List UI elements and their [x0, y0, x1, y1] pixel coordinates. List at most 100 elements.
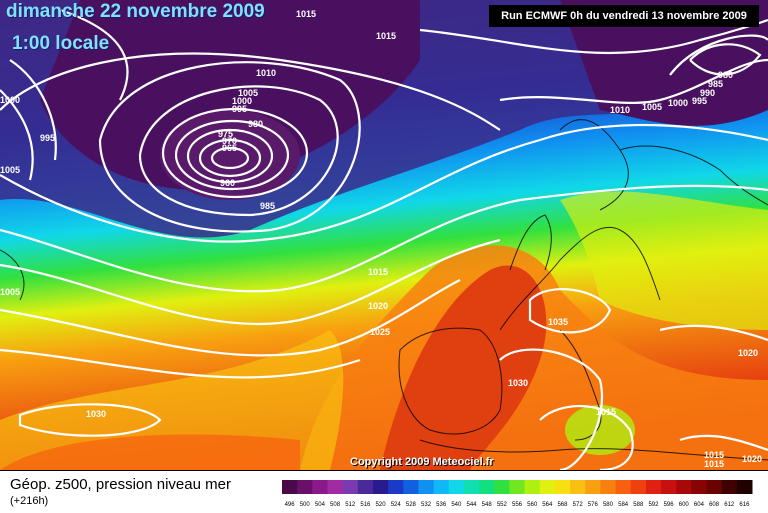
legend-label: 548: [482, 502, 493, 508]
pressure-label: 1015: [596, 407, 616, 417]
pressure-label: 1015: [704, 450, 724, 460]
pressure-label: 995: [692, 96, 707, 106]
legend-swatch: [448, 480, 465, 494]
legend-label: 536: [436, 502, 447, 508]
pressure-label: 970: [222, 136, 237, 146]
legend-label: 584: [618, 502, 629, 508]
legend-label: 604: [694, 502, 705, 508]
legend-label: 564: [542, 502, 553, 508]
northeast-purple-region: [560, 0, 768, 126]
legend-label: 528: [406, 502, 417, 508]
legend-label: 508: [330, 502, 341, 508]
pressure-label: 1030: [508, 378, 528, 388]
legend-swatch: [509, 480, 526, 494]
pressure-label: 980: [718, 70, 733, 80]
legend-label: 552: [497, 502, 508, 508]
pressure-label: 1010: [610, 105, 630, 115]
legend-swatch: [615, 480, 632, 494]
legend-swatch: [539, 480, 556, 494]
legend-swatch: [630, 480, 647, 494]
legend-label: 596: [664, 502, 675, 508]
pressure-label: 965: [222, 143, 237, 153]
legend-swatch: [494, 480, 510, 494]
southwest-orange: [0, 434, 300, 470]
pressure-label: 1010: [256, 68, 276, 78]
legend-label: 520: [376, 502, 387, 508]
map-date-title: dimanche 22 novembre 2009: [6, 1, 265, 22]
legend-label: 568: [557, 502, 568, 508]
legend-label: 540: [451, 502, 462, 508]
pressure-label: 1015: [704, 459, 724, 469]
pressure-label: 985: [260, 201, 275, 211]
legend-label: 556: [512, 502, 523, 508]
legend-label: 544: [467, 502, 478, 508]
legend-swatch: [661, 480, 677, 494]
pressure-label: 1015: [376, 31, 396, 41]
pressure-label: 1025: [370, 327, 390, 337]
pressure-label: 1000: [668, 98, 688, 108]
legend-swatch: [524, 480, 541, 494]
legend-label: 572: [573, 502, 584, 508]
pressure-label: 1000: [232, 96, 252, 106]
legend-swatch: [676, 480, 692, 494]
legend-swatch: [463, 480, 480, 494]
legend-label: 608: [709, 502, 720, 508]
legend-swatch: [327, 480, 344, 494]
legend-swatch: [372, 480, 389, 494]
pressure-label: 1005: [0, 287, 20, 297]
pressure-label: 1020: [738, 348, 758, 358]
pressure-label: 1035: [548, 317, 568, 327]
legend-label: 512: [345, 502, 356, 508]
footer-subtitle: (+216h): [10, 495, 49, 507]
pressure-labels: 1015 1015 1010 1005 1000 995 980 975 970…: [0, 9, 762, 469]
low-center-label: 960: [220, 178, 235, 188]
pressure-label: 995: [40, 133, 55, 143]
legend-swatch: [282, 480, 298, 494]
deep-low-region: [40, 0, 420, 190]
legend-swatch: [645, 480, 662, 494]
legend-swatch: [721, 480, 738, 494]
legend-swatch: [585, 480, 601, 494]
legend-label: 576: [588, 502, 599, 508]
footer-title: Géop. z500, pression niveau mer: [10, 476, 231, 493]
isobars: [0, 8, 768, 470]
run-info-box: Run ECMWF 0h du vendredi 13 novembre 200…: [489, 5, 759, 27]
legend-swatch: [388, 480, 404, 494]
low-core: [160, 110, 300, 200]
legend-swatch: [554, 480, 571, 494]
pressure-label: 1005: [238, 88, 258, 98]
legend-swatch: [706, 480, 723, 494]
legend-label: 588: [633, 502, 644, 508]
legend-swatch: [418, 480, 435, 494]
pressure-label: 1005: [642, 102, 662, 112]
legend-label: 612: [724, 502, 735, 508]
legend-swatch: [600, 480, 617, 494]
pressure-label: 1000: [0, 95, 20, 105]
pressure-label: 1015: [296, 9, 316, 19]
legend-label: 580: [603, 502, 614, 508]
pressure-label: 985: [708, 79, 723, 89]
map-time-subtitle: 1:00 locale: [12, 33, 110, 54]
legend-label: 524: [391, 502, 402, 508]
legend-label: 616: [739, 502, 750, 508]
legend-swatch: [342, 480, 359, 494]
pressure-label: 990: [700, 88, 715, 98]
pressure-label: 1015: [368, 267, 388, 277]
legend-swatch: [570, 480, 586, 494]
coastlines: [0, 119, 768, 461]
legend-swatch: [312, 480, 328, 494]
legend-label: 500: [300, 502, 311, 508]
legend-swatch: [736, 480, 753, 494]
copyright-text: Copyright 2009 Meteociel.fr: [350, 456, 494, 468]
legend-label: 592: [648, 502, 659, 508]
legend-label: 600: [679, 502, 690, 508]
legend-swatch: [479, 480, 495, 494]
legend-swatch: [691, 480, 708, 494]
legend-swatch: [357, 480, 374, 494]
legend-swatch: [297, 480, 313, 494]
legend-label: 516: [360, 502, 371, 508]
legend-label: 560: [527, 502, 538, 508]
weather-map: 1015 1015 1010 1005 1000 995 980 975 970…: [0, 0, 768, 470]
legend-label: 532: [421, 502, 432, 508]
